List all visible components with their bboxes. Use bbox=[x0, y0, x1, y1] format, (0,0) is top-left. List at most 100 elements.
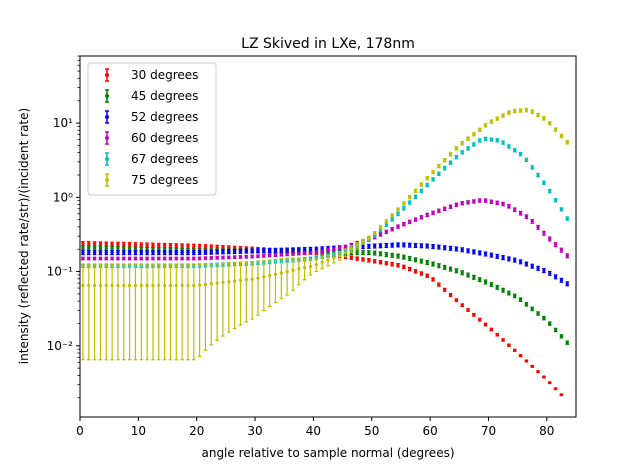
data-point bbox=[443, 166, 447, 170]
data-point bbox=[209, 245, 213, 249]
data-point bbox=[332, 247, 336, 251]
data-point bbox=[495, 138, 499, 142]
data-point bbox=[104, 283, 108, 288]
legend-marker-dot bbox=[105, 73, 109, 77]
data-point bbox=[180, 251, 184, 255]
data-point bbox=[361, 244, 365, 249]
data-point bbox=[402, 265, 406, 269]
y-axis-label: intensity (reflected rate/str)/(incident… bbox=[17, 108, 31, 364]
data-point bbox=[373, 244, 377, 248]
y-tick-label: 10⁰ bbox=[53, 190, 73, 204]
data-point bbox=[419, 271, 423, 276]
data-point bbox=[559, 207, 564, 211]
data-point bbox=[92, 251, 97, 255]
data-point bbox=[256, 254, 260, 258]
data-point bbox=[542, 181, 546, 185]
data-point bbox=[443, 265, 447, 269]
data-point bbox=[192, 244, 196, 248]
data-point bbox=[168, 251, 173, 255]
data-point bbox=[157, 256, 161, 261]
data-point bbox=[122, 251, 126, 255]
data-point bbox=[361, 257, 365, 262]
data-point bbox=[483, 137, 488, 141]
data-point bbox=[238, 249, 243, 253]
x-tick-label: 50 bbox=[364, 424, 379, 438]
data-point bbox=[536, 225, 540, 229]
data-point bbox=[524, 302, 529, 306]
data-point bbox=[268, 253, 272, 258]
legend-label: 52 degrees bbox=[131, 110, 198, 124]
data-point bbox=[448, 293, 453, 297]
data-point bbox=[437, 264, 441, 268]
data-point bbox=[542, 268, 546, 273]
data-point bbox=[373, 251, 377, 255]
data-point bbox=[513, 148, 517, 152]
data-point bbox=[559, 278, 564, 282]
data-point bbox=[128, 251, 132, 255]
data-point bbox=[157, 251, 161, 255]
data-point bbox=[110, 283, 114, 288]
data-point bbox=[390, 227, 394, 231]
data-point bbox=[87, 256, 91, 261]
data-point bbox=[507, 204, 511, 208]
data-point bbox=[501, 255, 505, 260]
data-point bbox=[133, 251, 138, 255]
data-point bbox=[466, 146, 470, 150]
data-point bbox=[518, 152, 523, 156]
data-point bbox=[174, 244, 178, 248]
data-point bbox=[408, 256, 412, 261]
data-point bbox=[507, 257, 511, 261]
data-point bbox=[122, 283, 126, 288]
data-point bbox=[513, 258, 517, 262]
data-point bbox=[425, 176, 429, 180]
data-point bbox=[507, 110, 511, 115]
data-point bbox=[466, 308, 470, 312]
data-point bbox=[227, 255, 231, 259]
data-point bbox=[460, 303, 464, 307]
series-6 bbox=[81, 107, 570, 361]
data-point bbox=[163, 283, 167, 288]
data-point bbox=[454, 269, 458, 273]
data-point bbox=[460, 271, 464, 275]
data-point bbox=[87, 246, 91, 250]
data-point bbox=[513, 208, 517, 212]
data-point bbox=[384, 230, 388, 234]
data-point bbox=[168, 243, 173, 248]
data-point bbox=[437, 172, 441, 176]
legend-box bbox=[87, 62, 217, 196]
data-point bbox=[338, 253, 342, 258]
data-point bbox=[524, 262, 529, 266]
data-point bbox=[437, 209, 441, 213]
data-point bbox=[87, 283, 91, 288]
y-axis-ticks: 10⁻² 10⁻¹ 10⁰ 10¹ bbox=[47, 55, 80, 399]
data-point bbox=[513, 109, 517, 113]
data-point bbox=[203, 282, 208, 287]
data-point bbox=[431, 211, 435, 215]
data-point bbox=[466, 200, 470, 204]
data-point bbox=[483, 123, 488, 127]
data-point bbox=[559, 334, 564, 338]
data-point bbox=[355, 251, 359, 255]
data-point bbox=[507, 291, 511, 295]
data-point bbox=[448, 161, 453, 165]
data-point bbox=[268, 248, 272, 253]
data-point bbox=[425, 244, 429, 248]
data-point bbox=[390, 262, 394, 266]
data-point bbox=[145, 251, 149, 255]
data-point bbox=[478, 128, 482, 132]
data-point bbox=[419, 189, 423, 193]
data-point bbox=[559, 134, 564, 138]
data-point bbox=[536, 311, 540, 316]
data-point bbox=[116, 283, 120, 288]
data-point bbox=[565, 341, 569, 345]
data-point bbox=[425, 260, 429, 265]
x-tick-label: 20 bbox=[189, 424, 204, 438]
data-point bbox=[390, 253, 394, 257]
data-point bbox=[92, 283, 97, 288]
data-point bbox=[454, 247, 458, 251]
data-point bbox=[466, 273, 470, 277]
data-point bbox=[483, 252, 488, 256]
data-point bbox=[489, 119, 493, 124]
data-point bbox=[448, 267, 453, 271]
data-point bbox=[215, 256, 219, 260]
